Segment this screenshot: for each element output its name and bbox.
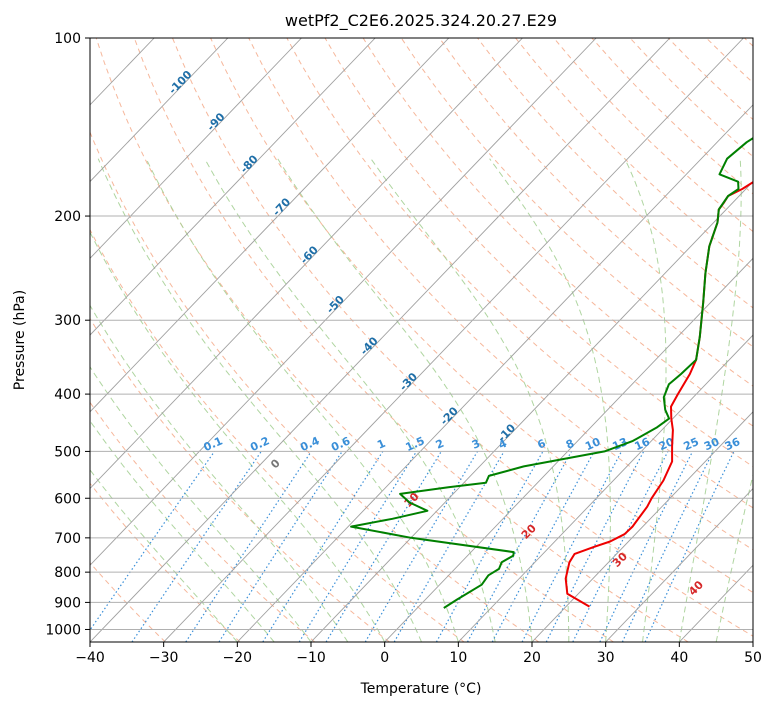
isotherm-line — [163, 38, 744, 642]
mixing-ratio-label: 36 — [723, 435, 743, 453]
isotherm-line — [458, 334, 753, 642]
moist-adiabat — [678, 158, 742, 642]
isotherm-line — [90, 38, 302, 259]
isotherm-line — [90, 38, 229, 183]
mixing-ratio-line — [466, 451, 573, 642]
mixing-ratio-label: 10 — [583, 435, 603, 453]
mixing-ratio-label: 25 — [682, 435, 701, 453]
x-tick-label: −10 — [296, 650, 326, 666]
mixing-ratio-line — [572, 451, 669, 642]
moist-adiabat — [370, 158, 570, 642]
x-tick-label: 50 — [744, 650, 762, 666]
mixing-ratio-line — [435, 451, 544, 642]
isotherm-line — [605, 487, 753, 642]
isotherm-line — [384, 257, 753, 642]
dry-adiabat — [90, 317, 390, 642]
isotherm-line — [90, 38, 376, 336]
y-tick-label: 1000 — [45, 622, 81, 638]
x-tick-label: 30 — [597, 650, 615, 666]
x-tick-label: −20 — [223, 650, 253, 666]
dewpoint-profile — [350, 137, 753, 609]
isotherm-line — [90, 38, 523, 490]
dry-adiabat — [400, 38, 753, 387]
y-tick-label: 300 — [54, 313, 81, 329]
dry-adiabat — [90, 401, 316, 642]
isotherm-line — [310, 180, 753, 642]
mixing-ratio-label: 13 — [610, 435, 629, 453]
moist-adiabat — [624, 158, 667, 642]
dry-adiabat — [95, 38, 614, 642]
y-tick-label: 100 — [54, 31, 81, 47]
y-tick-label: 800 — [54, 565, 81, 581]
x-tick-label: 10 — [449, 650, 467, 666]
x-tick-label: −30 — [149, 650, 179, 666]
mixing-ratio-line — [298, 451, 418, 642]
isotherm-line — [90, 38, 671, 642]
x-tick-label: 0 — [380, 650, 389, 666]
mixing-ratio-label: 16 — [633, 435, 653, 453]
y-tick-label: 200 — [54, 209, 81, 225]
chart-title: wetPf2_C2E6.2025.324.20.27.E29 — [285, 11, 557, 31]
mixing-ratio-line — [90, 451, 215, 632]
y-tick-label: 600 — [54, 491, 81, 507]
y-tick-label: 900 — [54, 595, 81, 611]
isotherm-line — [237, 104, 753, 642]
axes: −40 −30 −20 −10 0 10 20 30 40 50 100 200 300 400 500 60… — [45, 31, 762, 666]
mixing-ratio-line — [545, 451, 645, 642]
dry-adiabat — [248, 38, 753, 551]
y-tick-label: 700 — [54, 531, 81, 547]
mixing-ratio-line — [131, 451, 262, 642]
moist-adiabat — [489, 158, 611, 642]
isotherm-line — [531, 411, 753, 642]
isotherm-line — [90, 38, 597, 566]
x-tick-label: 20 — [523, 650, 541, 666]
mixing-ratio-label: 30 — [702, 435, 722, 453]
x-tick-label: 40 — [670, 650, 688, 666]
y-tick-label: 500 — [54, 444, 81, 460]
moist-adiabat — [277, 158, 533, 642]
mixing-ratio-line — [185, 451, 312, 642]
y-tick-label: 400 — [54, 387, 81, 403]
dry-adiabat — [90, 130, 540, 642]
isotherm-line — [90, 38, 450, 413]
plot-frame — [89, 37, 754, 643]
y-axis-label: Pressure (hPa) — [12, 290, 28, 390]
mixing-ratio-line — [218, 451, 343, 642]
x-tick-label: −40 — [75, 650, 105, 666]
plot-area — [90, 38, 753, 642]
dry-adiabat — [286, 38, 753, 509]
x-axis-label: Temperature (°C) — [360, 681, 482, 697]
moist-adiabat — [90, 304, 349, 642]
moist-adiabat — [90, 365, 312, 642]
sounding-profiles — [350, 137, 753, 609]
moist-adiabat — [715, 472, 753, 642]
